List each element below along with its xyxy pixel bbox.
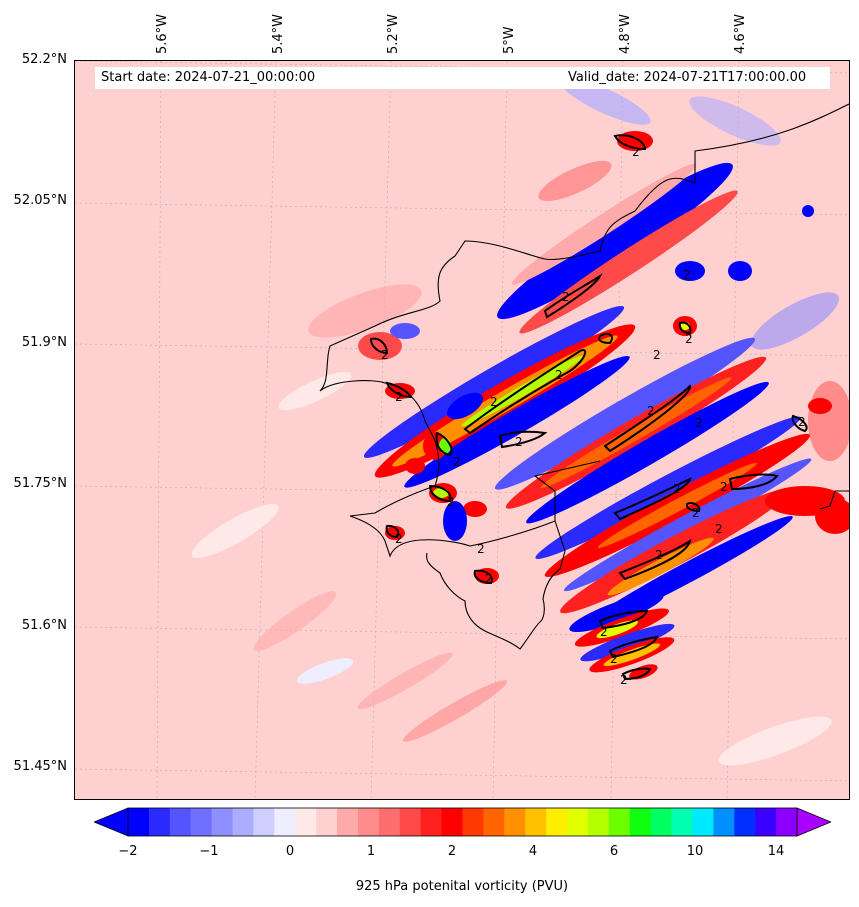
longitude-label: 5.4°W <box>271 13 286 54</box>
colorbar-swatch <box>295 808 317 836</box>
longitude-label: 4.8°W <box>618 13 633 54</box>
colorbar-swatch <box>274 808 296 836</box>
contour-label: 2 <box>395 532 403 546</box>
info-bar <box>95 67 830 89</box>
colorbar-tick-label: 10 <box>686 844 704 859</box>
colorbar-swatch <box>504 808 526 836</box>
colorbar-swatch <box>546 808 568 836</box>
colorbar-swatch <box>399 808 422 836</box>
colorbar-swatch <box>629 808 652 836</box>
colorbar-over-extension <box>796 807 833 837</box>
colorbar-swatch <box>420 808 443 836</box>
colorbar-swatch <box>650 808 673 836</box>
contour-label: 2 <box>490 395 498 409</box>
contour-label: 2 <box>653 348 661 362</box>
contour-label: 2 <box>683 268 691 282</box>
contour-label: 2 <box>477 542 485 556</box>
contour-label: 2 <box>720 480 728 494</box>
longitude-label: 5.6°W <box>155 13 170 54</box>
pv-field-map: 2 2 2 2 2 2 2 2 2 2 2 2 2 2 2 2 2 2 2 2 … <box>75 61 849 799</box>
longitude-label: 4.6°W <box>733 13 748 54</box>
contour-label: 2 <box>632 145 640 159</box>
latitude-label: 52.05°N <box>13 193 67 208</box>
colorbar-swatch <box>713 808 735 836</box>
map-panel: 2 2 2 2 2 2 2 2 2 2 2 2 2 2 2 2 2 2 2 2 … <box>74 60 850 800</box>
contour-label: 2 <box>692 506 700 520</box>
colorbar-swatch <box>253 808 275 836</box>
longitude-label: 5°W <box>502 26 517 54</box>
contour-label: 2 <box>685 332 693 346</box>
contour-label: 2 <box>515 435 523 449</box>
colorbar-frame <box>127 807 798 837</box>
latitude-label: 51.9°N <box>21 335 67 350</box>
coastline <box>319 103 849 650</box>
contour-label: 2 <box>798 415 806 429</box>
colorbar-tick-label: 0 <box>285 844 295 859</box>
colorbar-swatch <box>587 808 610 836</box>
pv-2-contours <box>369 134 808 681</box>
contour-label: 2 <box>600 625 608 639</box>
colorbar-swatch <box>671 808 693 836</box>
contour-label: 2 <box>673 482 681 496</box>
contour-label: 2 <box>381 348 389 362</box>
valid-date-label: Valid_date: 2024-07-21T17:00:00.00 <box>568 70 807 85</box>
colorbar-swatch <box>755 808 777 836</box>
colorbar-tick-label: 1 <box>366 844 376 859</box>
colorbar-under-extension <box>92 807 129 837</box>
colorbar-swatch <box>525 808 547 836</box>
weak-pv-blobs <box>191 77 849 766</box>
contour-label: 2 <box>555 368 563 382</box>
colorbar-swatch <box>608 808 631 836</box>
contour-label: 2 <box>453 455 461 469</box>
contour-label: 2 <box>647 404 655 418</box>
colorbar-swatch <box>378 808 401 836</box>
colorbar-tick-label: −2 <box>118 844 138 859</box>
contour-label: 2 <box>485 572 493 586</box>
colorbar-swatch <box>734 808 756 836</box>
contour-label: 2 <box>610 652 618 666</box>
colorbar-tick-label: 6 <box>609 844 619 859</box>
latitude-label: 51.6°N <box>21 618 67 633</box>
colorbar-tick-label: 2 <box>447 844 457 859</box>
colorbar-swatch <box>692 808 714 836</box>
colorbar-swatch <box>169 808 192 836</box>
colorbar-swatch <box>128 808 150 836</box>
colorbar-swatches <box>92 807 833 837</box>
colorbar-tick-label: 14 <box>767 844 785 859</box>
colorbar-swatch <box>190 808 213 836</box>
pv-bands <box>358 131 849 680</box>
colorbar-swatch <box>357 808 380 836</box>
colorbar-swatch <box>316 808 338 836</box>
latitude-label: 52.2°N <box>21 52 67 67</box>
colorbar-swatch <box>211 808 234 836</box>
colorbar-swatch <box>441 808 463 836</box>
colorbar-swatch <box>776 808 798 836</box>
longitude-label: 5.2°W <box>386 13 401 54</box>
colorbar-swatch <box>148 808 171 836</box>
contour-label: 2 <box>447 495 455 509</box>
contour-label: 2 <box>655 548 663 562</box>
contour-label: 2 <box>695 416 703 430</box>
colorbar-swatch <box>232 808 254 836</box>
contour-label: 2 <box>395 390 403 404</box>
colorbar-label: 925 hPa potenital vorticity (PVU) <box>355 879 569 894</box>
colorbar-tick-label: −1 <box>199 844 219 859</box>
colorbar-swatch <box>337 808 359 836</box>
colorbar <box>92 807 833 837</box>
contour-labels: 2 2 2 2 2 2 2 2 2 2 2 2 2 2 2 2 2 2 2 2 … <box>381 145 806 687</box>
colorbar-swatch <box>567 808 589 836</box>
colorbar-swatch <box>462 808 484 836</box>
start-date-label: Start date: 2024-07-21_00:00:00 <box>101 70 316 85</box>
contour-label: 2 <box>620 673 628 687</box>
colorbar-tick-label: 4 <box>528 844 538 859</box>
colorbar-swatch <box>483 808 505 836</box>
latitude-label: 51.45°N <box>13 759 67 774</box>
contour-label: 2 <box>715 522 723 536</box>
contour-label: 2 <box>562 290 570 304</box>
latitude-label: 51.75°N <box>13 476 67 491</box>
